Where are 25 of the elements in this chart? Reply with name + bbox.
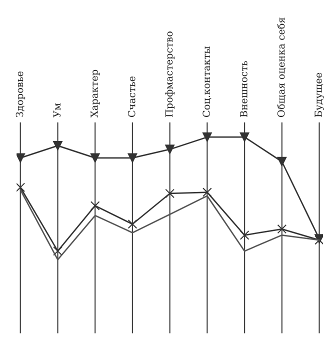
- point: [240, 132, 250, 142]
- x-tick-label: Внешность: [240, 61, 248, 118]
- point: [90, 201, 100, 210]
- point: [165, 188, 175, 198]
- point: [277, 156, 287, 166]
- point: [16, 182, 26, 192]
- x-tick-label: Счастье: [128, 76, 136, 117]
- point: [202, 132, 212, 142]
- point: [277, 224, 287, 234]
- x-tick-label: Профмастерство: [165, 32, 175, 118]
- point: [165, 144, 175, 154]
- x-tick-label: Здоровье: [16, 72, 26, 118]
- x-tick-label: Будущее: [314, 72, 324, 118]
- point: [128, 219, 138, 229]
- x-tick-label: Характер: [90, 70, 100, 118]
- x-tick-label: Ум: [53, 103, 61, 118]
- x-tick-label: Общая оценка себя: [277, 18, 286, 117]
- x-tick-label: Соц.контакты: [202, 46, 212, 117]
- point: [53, 246, 62, 256]
- point: [90, 153, 100, 163]
- point: [240, 230, 250, 240]
- point: [53, 141, 62, 150]
- point: [128, 153, 138, 163]
- point: [202, 188, 212, 197]
- point: [16, 153, 26, 163]
